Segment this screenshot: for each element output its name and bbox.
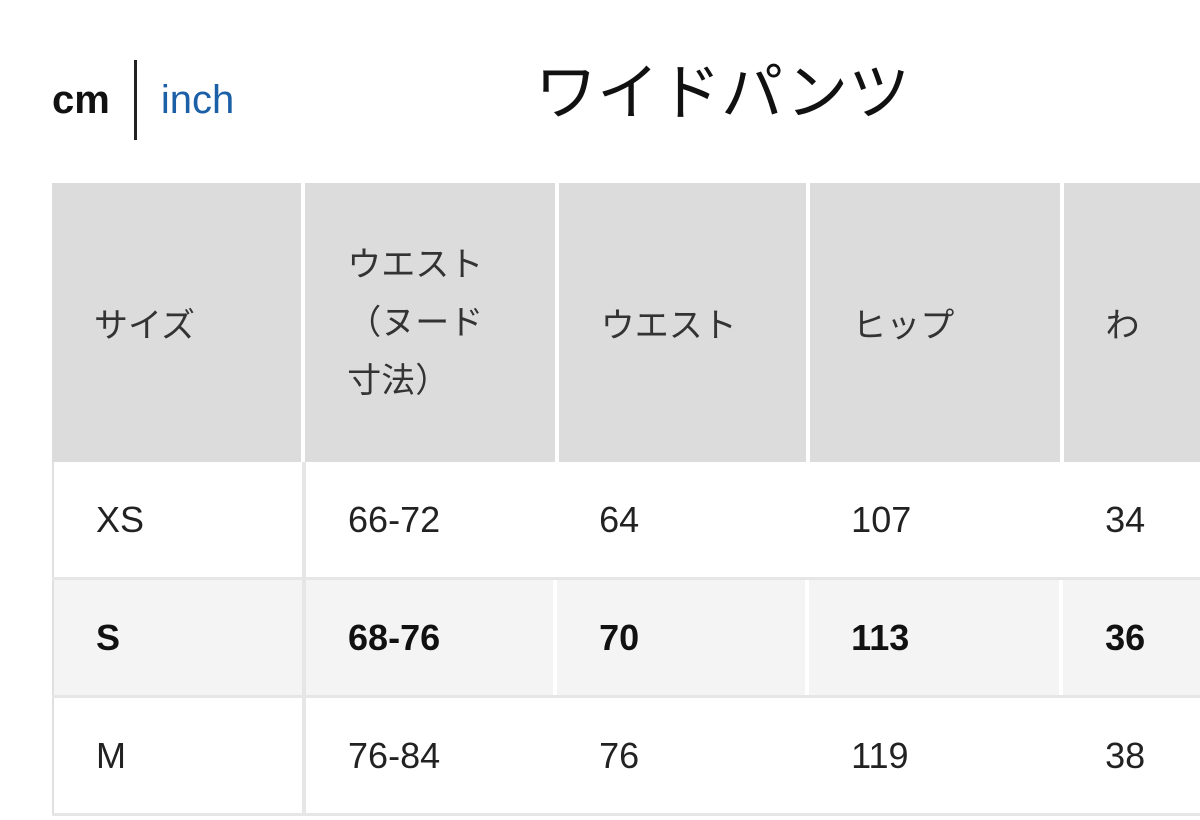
cell-waist: 76 [557, 698, 810, 813]
cell-hip: 119 [809, 698, 1064, 813]
cell-size: XS [52, 462, 307, 577]
cell-hip: 107 [809, 462, 1064, 577]
cell-waist: 70 [557, 580, 810, 695]
cell-truncated: 36 [1063, 580, 1200, 695]
table-row-highlighted: S 68-76 70 113 36 [52, 580, 1200, 698]
cell-truncated: 38 [1063, 698, 1200, 813]
cell-truncated: 34 [1063, 462, 1200, 577]
unit-toggle: cm inch [52, 60, 235, 140]
cell-nude-waist: 76-84 [306, 698, 558, 813]
unit-divider [133, 60, 137, 140]
cell-size: M [52, 698, 307, 813]
header-waist: ウエスト [558, 183, 811, 462]
header-size: サイズ [52, 183, 306, 462]
unit-inch-link[interactable]: inch [160, 77, 235, 122]
cell-nude-waist: 68-76 [306, 580, 558, 695]
page-title: ワイドパンツ [535, 56, 911, 129]
header-truncated: わ [1063, 183, 1200, 462]
cell-waist: 64 [557, 462, 810, 577]
header-hip: ヒップ [810, 183, 1064, 462]
table-row: XS 66-72 64 107 34 [52, 462, 1200, 580]
table-header-row: サイズ ウエスト（ヌード寸法） ウエスト ヒップ わ [52, 183, 1200, 462]
cell-hip: 113 [809, 580, 1064, 695]
cell-size: S [52, 580, 307, 695]
size-table: サイズ ウエスト（ヌード寸法） ウエスト ヒップ わ XS 66-72 64 1… [52, 183, 1200, 816]
unit-cm[interactable]: cm [52, 77, 110, 122]
header-nude-waist: ウエスト（ヌード寸法） [305, 183, 559, 462]
cell-nude-waist: 66-72 [306, 462, 558, 577]
table-row: M 76-84 76 119 38 [52, 698, 1200, 816]
